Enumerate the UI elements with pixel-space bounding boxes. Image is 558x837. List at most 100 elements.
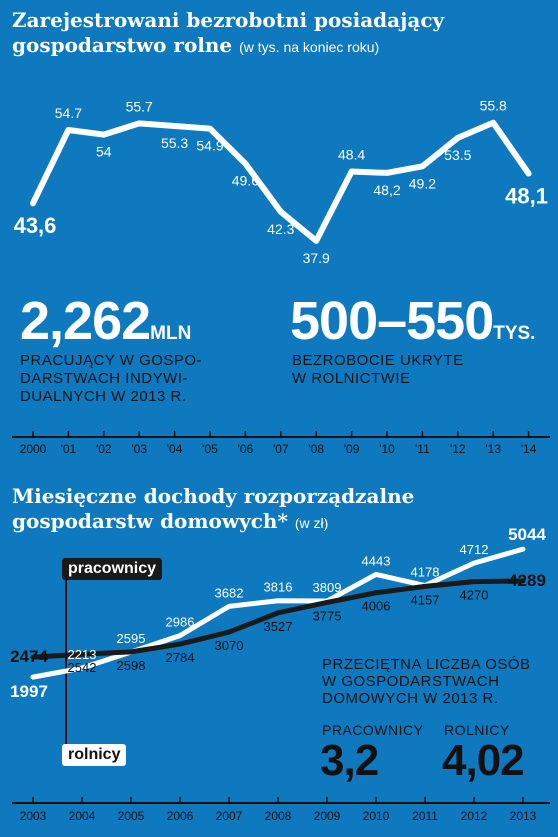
data-point [277, 599, 279, 602]
data-point [138, 122, 141, 125]
data-point [32, 676, 34, 679]
data-point [375, 591, 377, 594]
employed-value-block: 2,262MLN [20, 290, 191, 352]
data-label: 2784 [166, 650, 195, 665]
chart1-title: Zarejestrowani bezrobotni posiadający go… [12, 8, 444, 60]
data-label: 54.9 [196, 138, 223, 154]
tick-label: 2009 [314, 809, 341, 823]
data-label: 55.3 [161, 135, 188, 151]
data-label: 53.5 [444, 147, 471, 163]
tick-label: 2013 [510, 809, 537, 823]
employed-caption-line: DARSTWACH INDYWI- [20, 370, 188, 387]
hidden-caption-line: W ROLNICTWIE [292, 370, 411, 387]
hidden-caption: BEZROBOCIE UKRYTE W ROLNICTWIE [292, 352, 464, 388]
hidden-value-block: 500–550TYS. [290, 290, 535, 352]
tick-label: '02 [96, 442, 112, 456]
tick-label: '01 [61, 442, 77, 456]
tick-label: 2006 [167, 809, 194, 823]
data-point [350, 170, 353, 173]
data-point [179, 634, 181, 637]
data-label: 2595 [117, 631, 146, 646]
data-label: 55.7 [126, 98, 153, 114]
data-label: 2542 [68, 660, 97, 675]
tick-label: '14 [521, 442, 537, 456]
data-point [81, 667, 83, 670]
data-point [473, 562, 475, 565]
data-label: 48.4 [338, 147, 365, 163]
data-label: 54 [96, 144, 112, 160]
data-label: 3809 [313, 580, 342, 595]
data-point [244, 162, 247, 165]
chart2-title-line1: Miesięczne dochody rozporządzalne [12, 484, 415, 508]
tick-label: 2007 [216, 809, 243, 823]
data-label: 49.6 [232, 173, 259, 189]
chart2-unit: (w zł) [294, 515, 329, 531]
data-label: 3682 [215, 585, 244, 600]
data-point [421, 165, 424, 168]
avg-farmers-value: 4,02 [442, 736, 525, 785]
data-label: 4178 [411, 565, 440, 580]
data-point [32, 202, 34, 205]
avg-title-line: DOMOWYCH W 2013 R. [322, 690, 499, 707]
data-point [102, 133, 105, 136]
hidden-unit: TYS. [493, 323, 536, 344]
data-point [209, 127, 211, 130]
avg-title-line: W GOSPODARSTWACH [322, 673, 500, 690]
data-point [424, 585, 426, 588]
data-label: 4006 [362, 599, 391, 614]
data-point [32, 656, 34, 659]
data-point [386, 171, 388, 174]
data-point [492, 121, 495, 124]
data-label: 2598 [117, 658, 146, 673]
employed-caption-line: PRACUJĄCY W GOSPO- [20, 352, 203, 369]
data-point [315, 239, 318, 242]
data-label: 55.8 [480, 98, 507, 114]
data-label: 4270 [460, 588, 489, 603]
tick-label: 2008 [265, 809, 292, 823]
data-point [456, 136, 459, 139]
data-label: 5044 [508, 525, 546, 544]
employed-caption-line: DUALNYCH W 2013 R. [20, 388, 187, 405]
data-point [326, 601, 328, 604]
data-point [67, 128, 70, 131]
employed-value: 2,262 [20, 291, 151, 351]
hidden-caption-line: BEZROBOCIE UKRYTE [292, 352, 464, 369]
data-label: 42.3 [267, 221, 294, 237]
avg-workers-value: 3,2 [320, 736, 379, 785]
tick-label: 2004 [69, 809, 96, 823]
tick-label: 2011 [412, 809, 438, 823]
chart2-title-line2: gospodarstw domowych* [12, 509, 288, 533]
data-point [277, 611, 279, 614]
unemployed-farmers-chart: 43,6 54.7 54 55.7 55.3 54.9 49.6 42.3 37.9 48.4 48… [12, 98, 550, 456]
tick-label: 2012 [461, 809, 488, 823]
tick-label: '04 [167, 442, 183, 456]
data-point [527, 172, 530, 175]
hidden-value: 500–550 [290, 291, 494, 351]
employed-caption: PRACUJĄCY W GOSPO- DARSTWACH INDYWI- DUA… [20, 352, 202, 406]
tick-label: '12 [450, 442, 466, 456]
data-label: 3527 [264, 619, 293, 634]
data-label: 2474 [10, 647, 48, 666]
tick-label: 2005 [118, 809, 145, 823]
tick-label: '06 [238, 442, 254, 456]
chart1-title-line1: Zarejestrowani bezrobotni posiadający [12, 8, 445, 32]
tick-label: '08 [308, 442, 324, 456]
data-point [522, 548, 524, 551]
data-label: 37.9 [303, 250, 330, 266]
data-label: 1997 [10, 682, 48, 701]
chart1-unit: (w tys. na koniec roku) [239, 39, 380, 55]
data-point [473, 580, 475, 583]
tag-farmers: rolnicy [62, 744, 127, 766]
data-point [228, 605, 230, 608]
avg-title-line: PRZECIĘTNA LICZBA OSÓB [322, 656, 531, 673]
data-label: 4289 [508, 571, 546, 590]
tick-label: '13 [485, 442, 501, 456]
data-point [130, 650, 132, 653]
avg-household-block: PRZECIĘTNA LICZBA OSÓB W GOSPODARSTWACH … [322, 656, 531, 707]
data-label: 43,6 [14, 213, 57, 238]
tick-label: '09 [344, 442, 360, 456]
data-label: 4712 [460, 542, 489, 557]
tag-workers: pracownicy [62, 558, 163, 580]
tick-label: '03 [131, 442, 147, 456]
